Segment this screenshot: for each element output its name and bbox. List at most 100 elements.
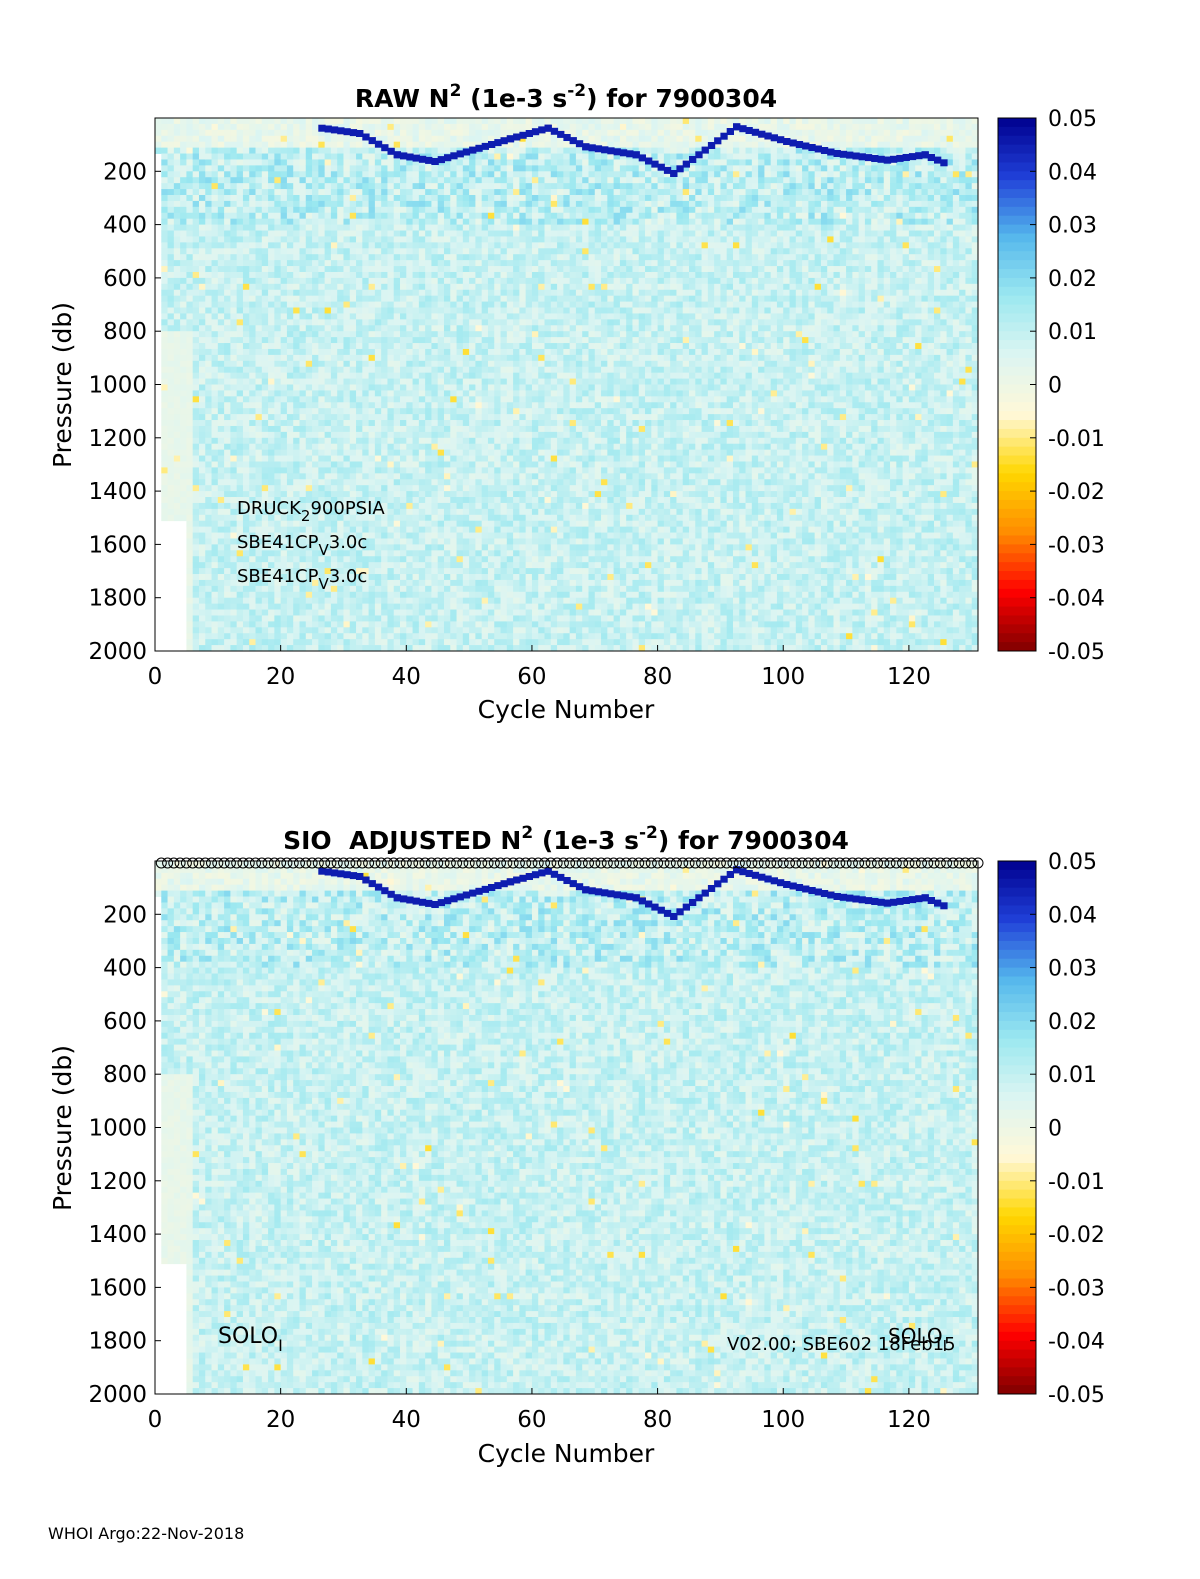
heatmap-cell xyxy=(224,348,231,356)
heatmap-cell xyxy=(293,129,300,137)
heatmap-cell xyxy=(381,425,388,433)
heatmap-cell xyxy=(330,153,338,160)
heatmap-cell xyxy=(217,159,225,166)
heatmap-cell xyxy=(481,360,489,368)
heatmap-cell xyxy=(198,414,206,421)
heatmap-cell xyxy=(368,568,376,575)
heatmap-cell xyxy=(481,177,489,184)
heatmap-cell xyxy=(337,544,344,551)
heatmap-cell xyxy=(481,603,489,610)
heatmap-cell xyxy=(286,337,294,344)
heatmap-cell xyxy=(387,526,395,533)
heatmap-cell xyxy=(318,420,326,427)
heatmap-cell xyxy=(211,360,219,368)
heatmap-cell xyxy=(469,183,476,190)
heatmap-cell xyxy=(186,277,194,285)
heatmap-cell xyxy=(255,402,263,409)
heatmap-cell xyxy=(343,218,351,225)
heatmap-cell xyxy=(406,212,413,220)
heatmap-cell xyxy=(368,645,376,652)
heatmap-cell xyxy=(236,307,244,314)
heatmap-cell xyxy=(381,550,388,557)
heatmap-cell xyxy=(356,183,363,190)
heatmap-cell xyxy=(406,390,413,397)
heatmap-cell xyxy=(217,260,225,267)
heatmap-cell xyxy=(192,508,200,516)
heatmap-cell xyxy=(343,123,351,131)
heatmap-cell xyxy=(456,248,464,255)
heatmap-cell xyxy=(456,443,464,451)
heatmap-cell xyxy=(406,200,413,208)
heatmap-cell xyxy=(324,384,332,391)
heatmap-cell xyxy=(400,325,407,332)
heatmap-cell xyxy=(356,437,363,445)
heatmap-cell xyxy=(456,455,464,462)
heatmap-cell xyxy=(425,603,432,610)
heatmap-cell xyxy=(255,147,263,154)
heatmap-cell xyxy=(192,271,200,279)
heatmap-cell xyxy=(475,224,483,231)
heatmap-cell xyxy=(349,473,357,480)
heatmap-cell xyxy=(205,301,212,308)
heatmap-cell xyxy=(249,331,256,338)
heatmap-cell xyxy=(337,200,344,208)
heatmap-cell xyxy=(412,307,420,314)
heatmap-cell xyxy=(349,206,357,214)
heatmap-cell xyxy=(443,230,451,237)
heatmap-cell xyxy=(261,266,269,273)
heatmap-cell xyxy=(406,479,413,486)
heatmap-cell xyxy=(462,579,470,587)
heatmap-cell xyxy=(280,609,288,616)
heatmap-cell xyxy=(456,194,464,202)
heatmap-cell xyxy=(205,171,212,178)
heatmap-cell xyxy=(368,343,376,350)
heatmap-cell xyxy=(274,147,282,154)
heatmap-cell xyxy=(412,266,420,273)
heatmap-cell xyxy=(412,532,420,539)
heatmap-cell xyxy=(456,177,464,184)
heatmap-cell xyxy=(274,603,282,610)
heatmap-cell xyxy=(469,289,476,297)
heatmap-cell xyxy=(198,402,206,409)
heatmap-cell xyxy=(450,230,457,237)
heatmap-cell xyxy=(236,372,244,379)
heatmap-cell xyxy=(437,455,445,462)
heatmap-cell xyxy=(500,437,508,445)
heatmap-cell xyxy=(186,354,194,362)
heatmap-cell xyxy=(356,544,363,551)
heatmap-cell xyxy=(293,544,300,551)
heatmap-cell xyxy=(506,408,514,415)
heatmap-cell xyxy=(443,443,451,451)
heatmap-cell xyxy=(412,396,420,403)
heatmap-cell xyxy=(236,289,244,297)
heatmap-cell xyxy=(406,574,413,581)
heatmap-cell xyxy=(406,491,413,498)
heatmap-cell xyxy=(299,384,307,391)
heatmap-cell xyxy=(312,248,319,255)
heatmap-cell xyxy=(406,591,413,599)
heatmap-cell xyxy=(224,331,231,338)
heatmap-cell xyxy=(312,455,319,462)
heatmap-cell xyxy=(500,473,508,480)
heatmap-cell xyxy=(487,254,495,261)
heatmap-cell xyxy=(198,485,206,492)
heatmap-cell xyxy=(318,348,326,356)
heatmap-cell xyxy=(211,337,219,344)
heatmap-cell xyxy=(349,283,357,291)
heatmap-cell xyxy=(393,526,401,533)
heatmap-cell xyxy=(431,508,439,516)
heatmap-cell xyxy=(500,508,508,516)
heatmap-cell xyxy=(261,467,269,474)
heatmap-cell xyxy=(324,313,332,320)
raw-heatmap xyxy=(155,118,979,652)
heatmap-cell xyxy=(167,283,175,291)
heatmap-cell xyxy=(318,200,326,208)
heatmap-cell xyxy=(305,639,313,646)
heatmap-cell xyxy=(494,189,501,196)
heatmap-cell xyxy=(494,236,501,243)
heatmap-cell xyxy=(217,118,225,125)
heatmap-cell xyxy=(242,408,250,415)
heatmap-cell xyxy=(198,301,206,308)
heatmap-cell xyxy=(268,348,275,356)
heatmap-cell xyxy=(456,461,464,468)
